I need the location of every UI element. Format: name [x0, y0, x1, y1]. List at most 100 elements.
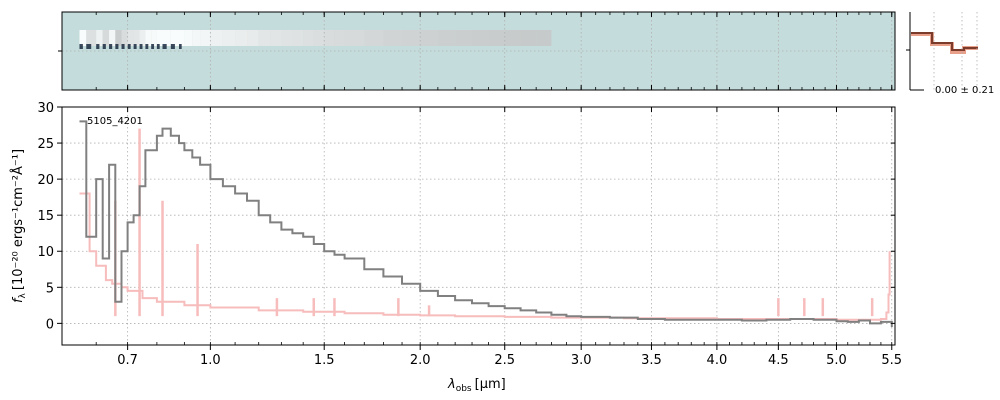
- x-tick-label: 5.0: [826, 353, 847, 368]
- trace-dark-segment: [170, 44, 175, 49]
- trace-segment: [536, 30, 552, 46]
- y-axis-title: fλ [10⁻²⁰ ergs⁻¹cm⁻²Å⁻¹]: [10, 149, 28, 303]
- trace-segment: [79, 30, 87, 46]
- x-tick-label: 5.5: [881, 353, 902, 368]
- y-tick-label: 0: [46, 317, 54, 332]
- trace-segment: [504, 30, 521, 46]
- trace-segment: [151, 30, 157, 46]
- x-tick-label: 4.5: [768, 353, 789, 368]
- trace-segment: [383, 30, 403, 46]
- trace-segment: [210, 30, 223, 46]
- spectrum-2d-frame: [61, 11, 896, 91]
- trace-segment: [184, 30, 193, 46]
- trace-segment: [102, 30, 110, 46]
- trace-segment: [303, 30, 314, 46]
- main-grid: [62, 106, 895, 345]
- x-tick-label: 0.7: [117, 353, 138, 368]
- x-tick-label: 1.0: [200, 353, 221, 368]
- trace-segment: [200, 30, 211, 46]
- trace-segment: [472, 30, 489, 46]
- main-plot-area: [79, 120, 893, 327]
- main-plot-frame: [61, 106, 896, 346]
- trace-dark-segment: [86, 44, 92, 49]
- trace-dark-segment: [79, 44, 83, 49]
- trace-dark-segment: [156, 44, 160, 49]
- x-tick-label: 3.5: [641, 353, 662, 368]
- trace-segment: [437, 30, 456, 46]
- trace-segment: [156, 30, 163, 46]
- trace-segment: [115, 30, 122, 46]
- trace-segment: [455, 30, 473, 46]
- trace-dark-segment: [121, 44, 125, 49]
- trace-dark-segment: [145, 44, 149, 49]
- trace-dark-segment: [151, 44, 155, 49]
- trace-segment: [488, 30, 505, 46]
- profile-trace: [911, 12, 978, 90]
- x-tick-label: 2.5: [494, 353, 515, 368]
- trace-segment: [86, 30, 97, 46]
- trace-dark-segment: [109, 44, 113, 49]
- x-axis: 0.7 1.0 1.5 2.0 2.5 3.0 3.5 4.0 4.5 5.0 5.5: [95, 107, 902, 368]
- trace-segment: [281, 30, 293, 46]
- profile-line: [911, 32, 978, 51]
- y-axis-title-unit: [10⁻²⁰ ergs⁻¹cm⁻²Å⁻¹]: [10, 149, 26, 290]
- trace-segment: [178, 30, 185, 46]
- x-axis-title-unit: [μm]: [475, 377, 506, 392]
- spectrum-1d-panel: 0.7 1.0 1.5 2.0 2.5 3.0 3.5 4.0 4.5 5.0 5.5 0 5 10 15…: [10, 101, 902, 394]
- trace-segment: [96, 30, 103, 46]
- trace-segment: [222, 30, 236, 46]
- y-axis: 0 5 10 15 20 25 30: [37, 101, 895, 332]
- trace-segment: [402, 30, 421, 46]
- trace-segment: [145, 30, 152, 46]
- x-axis-title-symbol: λ: [447, 377, 456, 392]
- y-tick-label: 20: [37, 173, 54, 188]
- x-tick-label: 1.5: [314, 353, 335, 368]
- y-axis-title-symbol: f: [11, 296, 26, 303]
- y-tick-label: 15: [37, 209, 54, 224]
- y-tick-label: 30: [37, 101, 54, 116]
- profile-panel: 0.00 ± 0.21: [906, 12, 994, 96]
- trace-segment: [235, 30, 248, 46]
- trace-segment: [133, 30, 140, 46]
- trace-dark-segment: [127, 44, 131, 49]
- x-axis-title-subscript: obs: [456, 384, 472, 394]
- spectrum-2d-trace: [79, 30, 552, 49]
- model-spectrum-line: [79, 192, 891, 321]
- trace-dark-segment: [115, 44, 119, 49]
- trace-segment: [313, 30, 325, 46]
- y-tick-label: 10: [37, 245, 54, 260]
- trace-segment: [162, 30, 171, 46]
- trace-segment: [520, 30, 537, 46]
- trace-segment: [420, 30, 438, 46]
- trace-dark-segment: [133, 44, 137, 49]
- trace-segment: [292, 30, 304, 46]
- y-tick-label: 5: [46, 281, 54, 296]
- trace-segment: [364, 30, 384, 46]
- trace-segment: [139, 30, 146, 46]
- trace-dark-segment: [96, 44, 100, 49]
- trace-segment: [121, 30, 128, 46]
- trace-dark-segment: [178, 44, 182, 49]
- trace-segment: [170, 30, 179, 46]
- object-id-label: 5105_4201: [87, 116, 143, 127]
- y-axis-title-subscript: λ: [18, 292, 28, 298]
- trace-segment: [270, 30, 282, 46]
- x-axis-title: λobs [μm]: [447, 377, 506, 394]
- trace-segment: [324, 30, 335, 46]
- y-tick-label: 25: [37, 137, 54, 152]
- trace-segment: [334, 30, 345, 46]
- x-tick-label: 3.0: [571, 353, 592, 368]
- x-tick-label: 4.0: [707, 353, 728, 368]
- trace-dark-segment: [102, 44, 106, 49]
- trace-dark-segment: [162, 44, 167, 49]
- trace-segment: [258, 30, 271, 46]
- x-tick-label: 2.0: [410, 353, 431, 368]
- trace-segment: [247, 30, 259, 46]
- trace-segment: [192, 30, 201, 46]
- trace-segment: [127, 30, 134, 46]
- data-spectrum-line: [79, 120, 893, 327]
- spectrum-2d-panel: [58, 11, 896, 91]
- profile-label: 0.00 ± 0.21: [935, 85, 994, 96]
- trace-segment: [109, 30, 116, 46]
